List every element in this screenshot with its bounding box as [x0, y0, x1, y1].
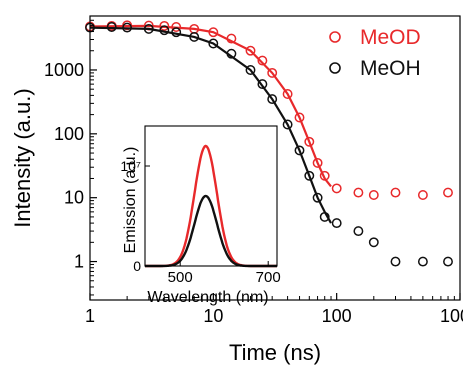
data-point-meod-20 — [390, 187, 401, 198]
x-axis-ticks: 1 10 100 1000 — [85, 293, 463, 326]
y-tick-label-0: 1 — [74, 252, 84, 272]
data-point-meoh-11 — [267, 94, 278, 105]
inset-background — [145, 126, 277, 266]
y-tick-label-3: 1000 — [44, 60, 84, 80]
x-tick-label-1: 10 — [203, 306, 223, 326]
legend: MeOD MeOH — [329, 26, 421, 80]
legend-marker-meoh — [329, 62, 341, 74]
data-point-meod-10 — [257, 55, 268, 66]
main-plot-area: 1 10 100 1000 1 10 100 1000 — [44, 15, 463, 326]
fit-line-meod — [89, 24, 332, 188]
inset-x-axis-title: Wavelength (nm) — [147, 289, 268, 306]
data-point-meoh-22 — [443, 256, 453, 267]
data-point-meoh-9 — [245, 65, 256, 75]
main-axes-frame — [89, 15, 461, 301]
x-tick-label-3: 1000 — [440, 306, 463, 326]
inset-x-tick-label-0: 500 — [168, 269, 193, 286]
data-point-meod-15 — [312, 157, 323, 168]
x-tick-label-2: 100 — [322, 306, 352, 326]
data-point-meoh-12 — [282, 119, 293, 130]
data-point-meod-19 — [368, 190, 379, 200]
inset-x-tick-label-1: 700 — [256, 269, 281, 286]
y-tick-label-2: 100 — [54, 124, 84, 144]
inset-x-axis-ticks: 500 700 — [168, 261, 281, 286]
data-point-meoh-15 — [312, 192, 323, 203]
x-tick-label-0: 1 — [85, 306, 95, 326]
data-point-meoh-14 — [304, 170, 315, 181]
data-point-meoh-10 — [257, 79, 268, 90]
data-point-meoh-19 — [368, 237, 379, 248]
legend-label-meoh: MeOH — [360, 57, 421, 80]
data-point-meoh-13 — [294, 145, 305, 156]
y-axis-ticks: 1 10 100 1000 — [44, 15, 97, 296]
legend-marker-meod — [329, 31, 341, 43]
y-tick-label-1: 10 — [64, 188, 84, 208]
data-point-meod-13 — [294, 112, 305, 123]
data-point-meod-21 — [417, 190, 428, 200]
inset-y-tick-label-0: 0 — [133, 258, 141, 274]
fit-line-meoh — [89, 26, 332, 224]
data-point-meod-12 — [282, 89, 293, 99]
y-axis-title: Intensity (a.u.) — [10, 88, 35, 227]
legend-label-meod: MeOD — [360, 26, 421, 49]
data-point-meod-9 — [245, 45, 256, 56]
inset-axes-frame — [144, 125, 278, 267]
inset-plot: 500 700 0 10⁷ Wavelength (nm) Emission (a.… — [120, 125, 281, 306]
inset-y-axis-title: Emission (a.u.) — [122, 147, 139, 254]
data-point-meod-18 — [353, 187, 364, 198]
data-point-meod-22 — [443, 187, 453, 198]
data-point-meoh-21 — [417, 256, 428, 267]
inset-y-axis-ticks: 0 10⁷ — [120, 158, 150, 274]
data-point-meod-14 — [304, 136, 315, 147]
main-data-layer — [85, 20, 453, 267]
x-axis-title: Time (ns) — [229, 340, 321, 365]
inset-y-tick-label-1: 10⁷ — [120, 158, 141, 174]
data-point-meoh-20 — [390, 256, 401, 267]
data-point-meoh-17 — [331, 218, 342, 229]
data-point-meod-17 — [331, 183, 342, 194]
data-point-meoh-7 — [208, 38, 219, 49]
data-point-meod-11 — [267, 67, 278, 78]
data-point-meoh-18 — [353, 226, 364, 237]
